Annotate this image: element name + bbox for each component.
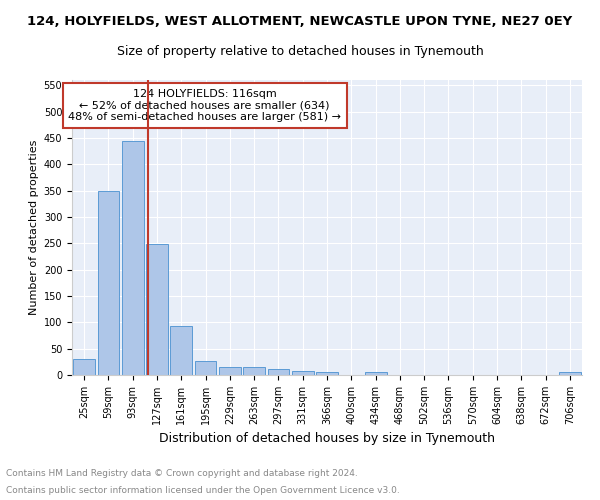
Bar [243, 367, 265, 375]
Bar [268, 369, 289, 375]
Y-axis label: Number of detached properties: Number of detached properties [29, 140, 40, 315]
Text: Contains public sector information licensed under the Open Government Licence v3: Contains public sector information licen… [6, 486, 400, 495]
Bar [292, 372, 314, 375]
X-axis label: Distribution of detached houses by size in Tynemouth: Distribution of detached houses by size … [159, 432, 495, 446]
Bar [219, 366, 241, 375]
Bar [97, 190, 119, 375]
Text: Contains HM Land Registry data © Crown copyright and database right 2024.: Contains HM Land Registry data © Crown c… [6, 468, 358, 477]
Bar [365, 372, 386, 375]
Bar [122, 140, 143, 375]
Bar [559, 372, 581, 375]
Bar [316, 372, 338, 375]
Text: 124, HOLYFIELDS, WEST ALLOTMENT, NEWCASTLE UPON TYNE, NE27 0EY: 124, HOLYFIELDS, WEST ALLOTMENT, NEWCAST… [28, 15, 572, 28]
Text: Size of property relative to detached houses in Tynemouth: Size of property relative to detached ho… [116, 45, 484, 58]
Bar [146, 244, 168, 375]
Bar [194, 361, 217, 375]
Bar [170, 326, 192, 375]
Text: 124 HOLYFIELDS: 116sqm
← 52% of detached houses are smaller (634)
48% of semi-de: 124 HOLYFIELDS: 116sqm ← 52% of detached… [68, 89, 341, 122]
Bar [73, 359, 95, 375]
